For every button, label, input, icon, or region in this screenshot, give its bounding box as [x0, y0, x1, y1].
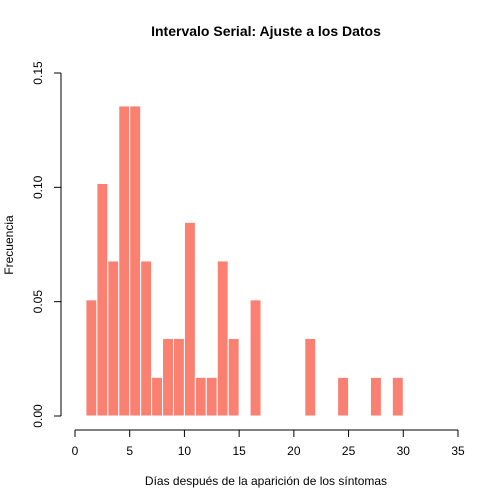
- histogram-bar: [97, 183, 108, 416]
- x-tick-label: 20: [287, 444, 301, 458]
- x-tick-label: 25: [342, 444, 356, 458]
- x-tick-label: 15: [232, 444, 246, 458]
- histogram-bar: [392, 377, 403, 416]
- x-axis-label: Días después de la aparición de los sínt…: [145, 474, 387, 488]
- y-tick-label: 0.10: [31, 175, 45, 199]
- histogram-bar: [184, 222, 195, 416]
- x-tick-label: 5: [126, 444, 133, 458]
- x-tick-label: 30: [397, 444, 411, 458]
- histogram-bar: [305, 338, 316, 416]
- histogram-bar: [163, 338, 174, 416]
- histogram-bar: [86, 300, 97, 416]
- histogram-bar: [152, 377, 163, 416]
- histogram-bar: [228, 338, 239, 416]
- bars-group: [86, 106, 403, 416]
- histogram-bar: [250, 300, 261, 416]
- histogram-bar: [195, 377, 206, 416]
- x-tick-label: 10: [178, 444, 192, 458]
- y-tick-label: 0.05: [31, 290, 45, 314]
- y-tick-label: 0.15: [31, 61, 45, 85]
- histogram-bar: [338, 377, 349, 416]
- histogram-bar: [370, 377, 381, 416]
- histogram-bar: [217, 261, 228, 416]
- histogram-bar: [130, 106, 141, 416]
- histogram-bar: [119, 106, 130, 416]
- histogram-bar: [173, 338, 184, 416]
- histogram-bar: [141, 261, 152, 416]
- x-tick-label: 0: [72, 444, 79, 458]
- x-tick-label: 35: [451, 444, 465, 458]
- histogram-bar: [206, 377, 217, 416]
- y-axis-label: Frecuencia: [2, 215, 16, 275]
- histogram-bar: [108, 261, 119, 416]
- y-tick-label: 0.00: [31, 404, 45, 428]
- chart-title: Intervalo Serial: Ajuste a los Datos: [151, 23, 381, 39]
- x-axis: 0 5 10 15 20 25 30 35: [72, 430, 465, 458]
- y-axis: 0.00 0.05 0.10 0.15: [31, 61, 61, 428]
